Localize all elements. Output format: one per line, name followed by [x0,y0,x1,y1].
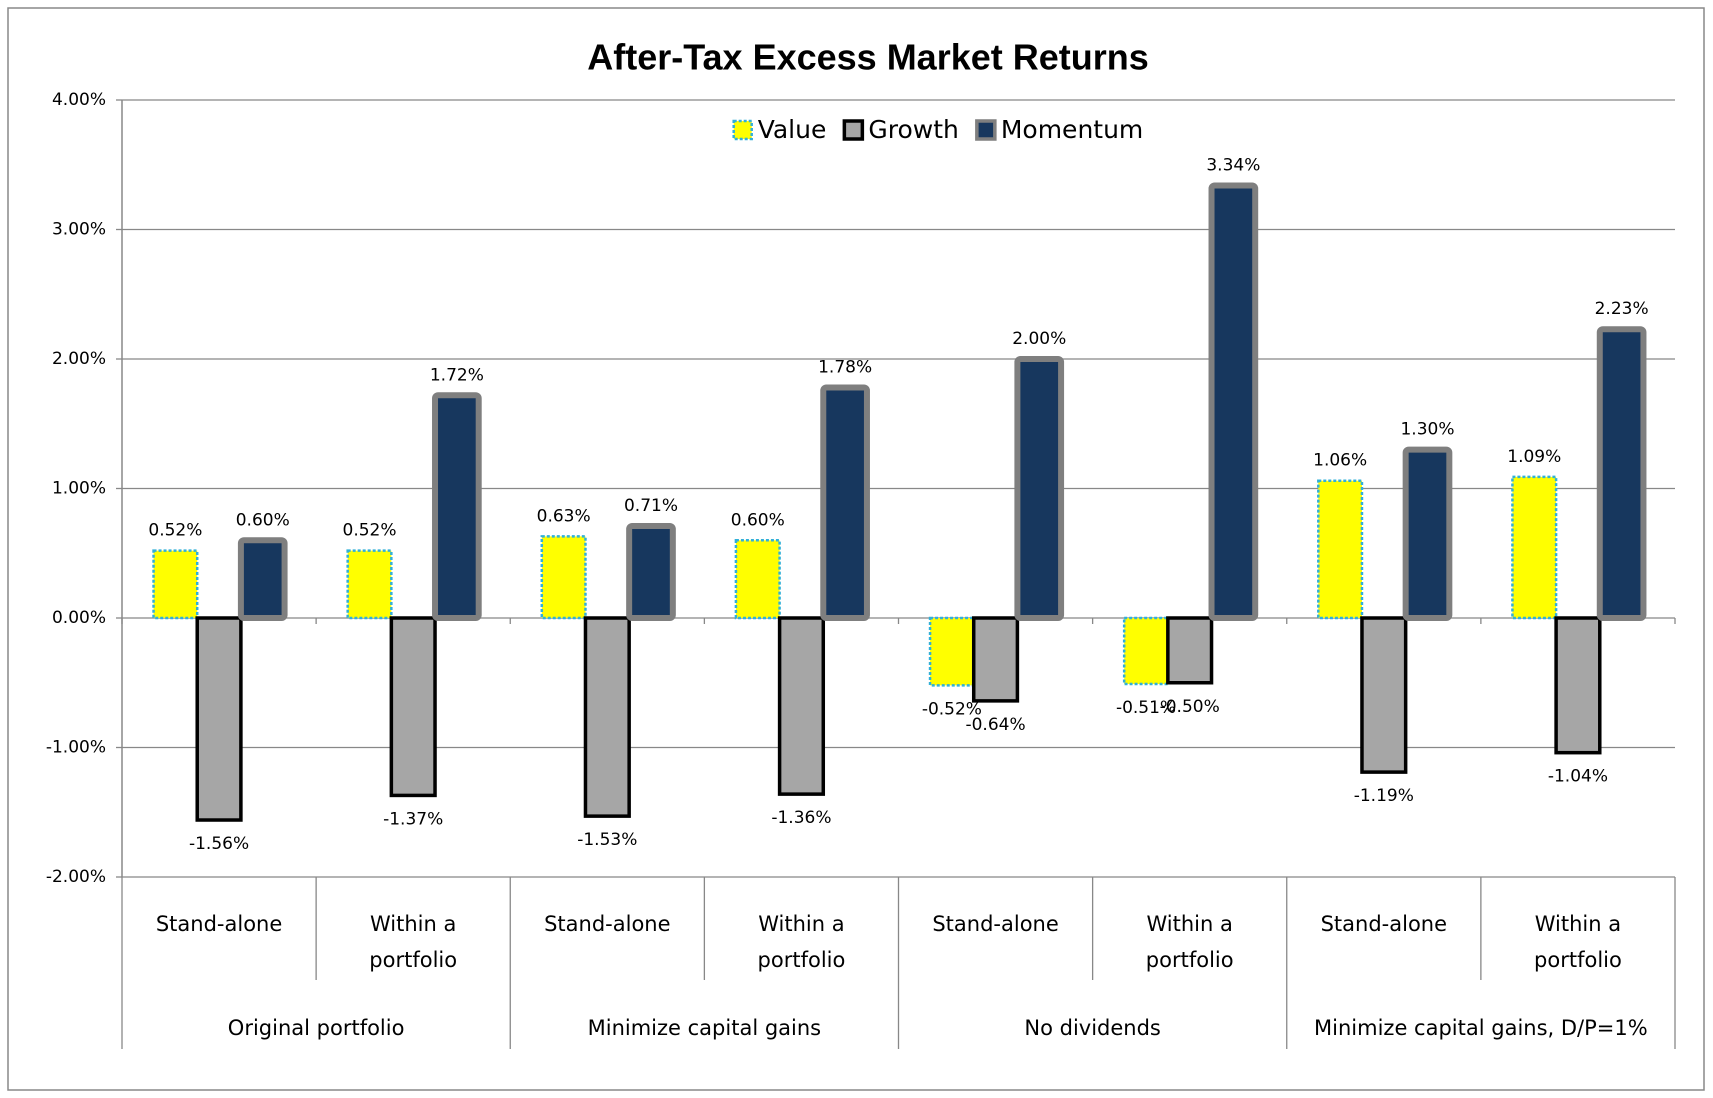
y-tick-label: 3.00% [52,220,106,240]
data-label: 1.09% [1507,447,1561,467]
data-label: -1.53% [577,830,637,850]
x-tick-label: Stand-alone [932,912,1059,936]
bar [432,392,482,622]
bar [971,616,1020,703]
data-label: 1.78% [818,357,872,377]
data-label: -0.52% [922,699,982,719]
bar [346,549,393,620]
x-group-label: Minimize capital gains, D/P=1% [1314,1016,1648,1040]
bar [1554,616,1602,755]
legend-swatch [732,119,753,141]
data-label: 0.60% [731,510,785,530]
bar [734,539,781,620]
bar [1317,479,1364,620]
data-label: 3.34% [1206,155,1260,175]
bar [1122,616,1170,686]
bar [626,523,676,621]
bar [583,616,631,818]
x-group-label: Original portfolio [227,1016,405,1040]
bar [389,616,437,798]
x-tick-label: Within a portfolio [757,912,846,972]
bar [777,616,826,796]
legend-label: Momentum [1001,115,1143,144]
bar [1402,446,1453,621]
bar [152,549,199,620]
data-label: -1.04% [1548,767,1608,787]
data-label: 0.71% [624,496,678,516]
data-label: 1.06% [1313,451,1367,471]
data-label: 0.63% [537,506,591,526]
legend-label: Growth [868,115,959,144]
data-label: 2.00% [1012,329,1066,349]
x-tick-label: Within a portfolio [1145,912,1234,972]
bar [1208,182,1259,621]
data-label: -1.19% [1354,786,1414,806]
bar [237,537,288,621]
data-label: 2.23% [1595,299,1649,319]
data-label: 1.30% [1400,420,1454,440]
x-tick-label: Stand-alone [544,912,671,936]
bar [195,616,243,822]
data-label: -0.64% [965,715,1025,735]
data-label: 0.52% [343,521,397,541]
y-tick-label: 0.00% [52,608,106,628]
data-label: -0.50% [1160,697,1220,717]
y-tick-label: -2.00% [46,867,106,887]
legend-swatch [842,119,865,141]
bar [540,535,587,620]
x-tick-label: Within a portfolio [369,912,458,972]
data-label: -1.37% [383,809,443,829]
x-tick-label: Within a portfolio [1534,912,1622,972]
bar [1596,326,1647,621]
bar [1511,475,1558,620]
data-label: -0.51% [1116,698,1176,718]
bar [820,384,870,621]
data-label: -1.56% [189,834,249,854]
data-label: -1.36% [771,808,831,828]
data-label: 0.60% [236,510,290,530]
x-tick-label: Stand-alone [155,912,283,936]
bar [1360,616,1408,774]
data-label: 0.52% [148,521,202,541]
y-tick-label: 4.00% [52,90,106,110]
bar [1166,616,1214,685]
bar [928,616,975,687]
legend-label: Value [758,115,827,144]
data-label: 1.72% [430,365,484,385]
y-tick-label: 1.00% [52,479,106,499]
legend-swatch [975,119,997,141]
x-tick-label: Stand-alone [1320,912,1448,936]
y-tick-label: 2.00% [52,349,106,369]
bar [1014,356,1065,621]
x-group-label: Minimize capital gains [587,1016,822,1040]
x-group-label: No dividends [1024,1016,1161,1040]
chart-title: After-Tax Excess Market Returns [587,37,1149,78]
y-tick-label: -1.00% [46,738,106,758]
